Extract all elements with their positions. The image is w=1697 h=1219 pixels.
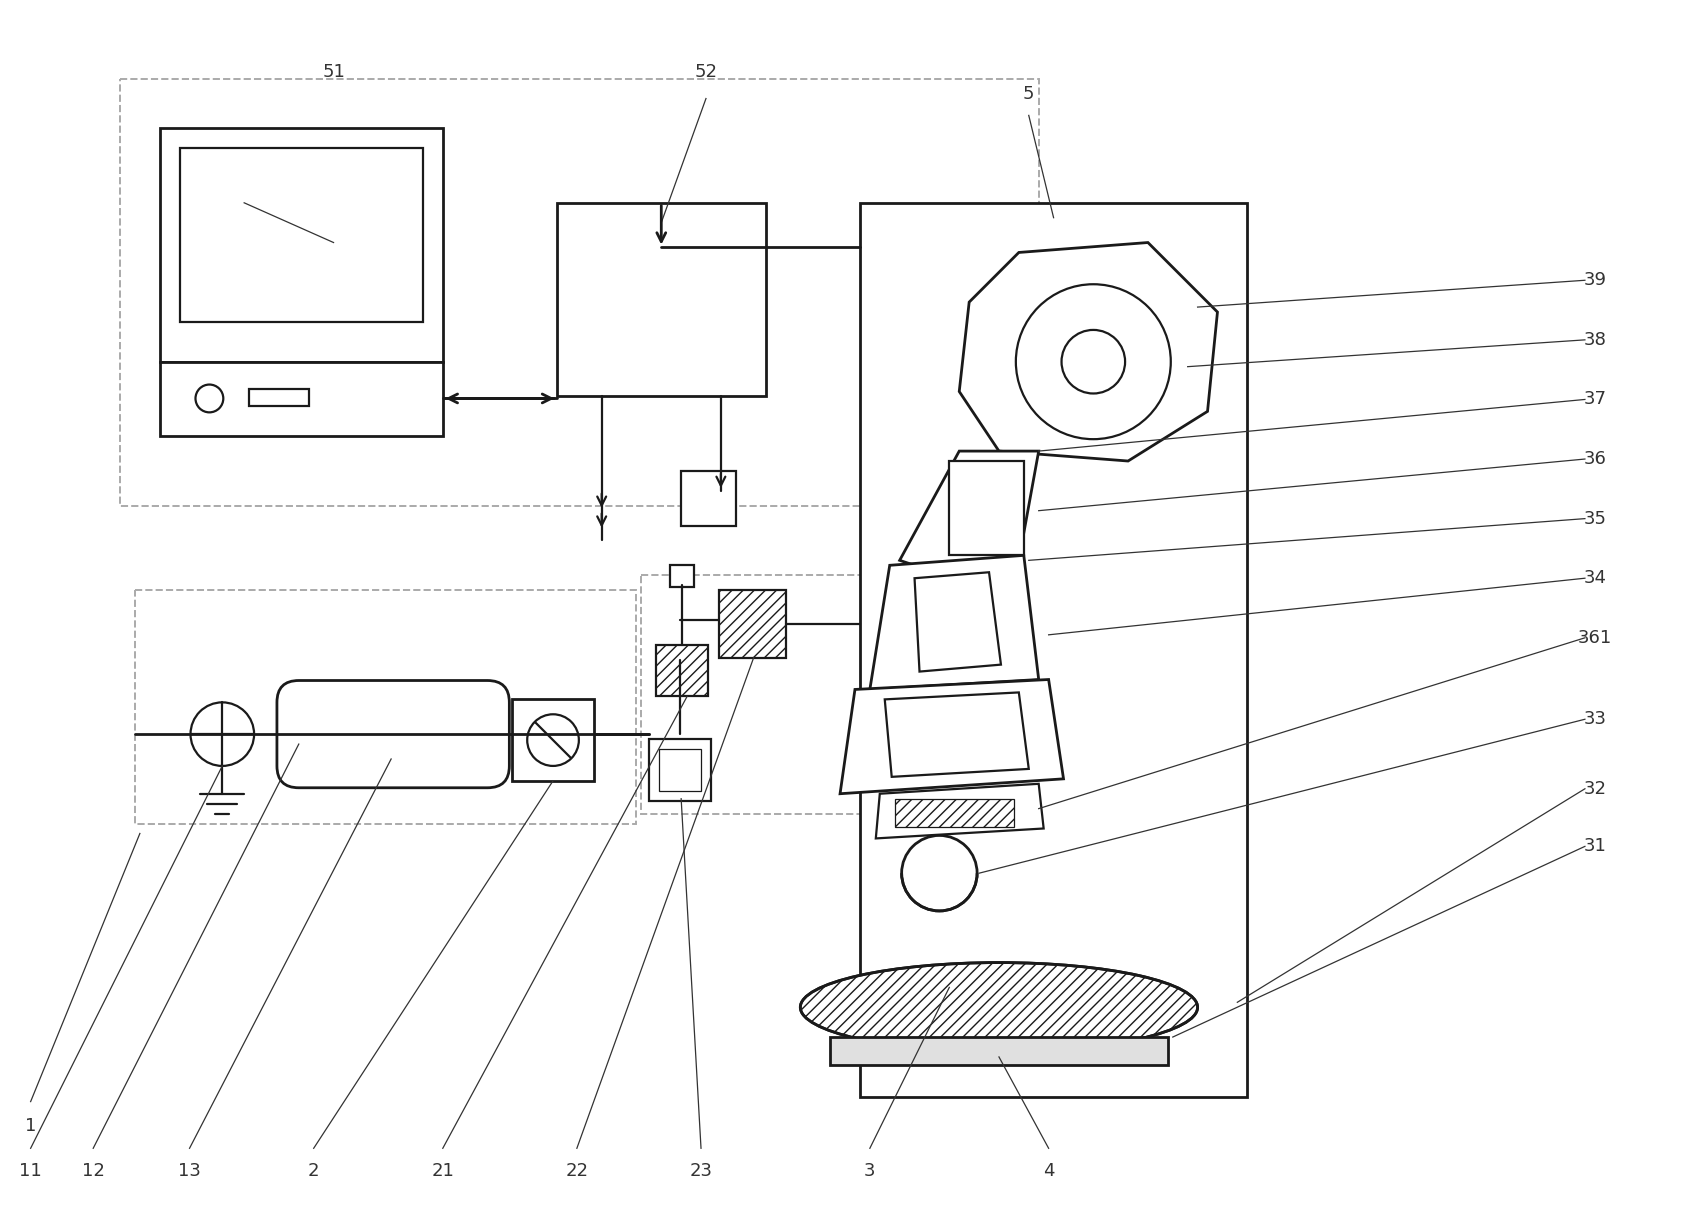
Bar <box>512 700 594 781</box>
Text: 23: 23 <box>689 1162 713 1180</box>
Text: 21: 21 <box>431 1162 455 1180</box>
Polygon shape <box>899 451 1039 570</box>
Polygon shape <box>871 556 1039 690</box>
Text: 38: 38 <box>1583 330 1607 349</box>
Text: 52: 52 <box>694 62 718 80</box>
Text: 35: 35 <box>1583 510 1607 528</box>
Polygon shape <box>884 692 1028 777</box>
Text: 1: 1 <box>25 1118 36 1135</box>
FancyBboxPatch shape <box>277 680 509 787</box>
Text: 36: 36 <box>1583 450 1607 468</box>
Text: 39: 39 <box>1583 272 1607 289</box>
Bar <box>680 471 736 525</box>
Text: 11: 11 <box>19 1162 42 1180</box>
Bar <box>830 1037 1168 1065</box>
Circle shape <box>195 384 224 412</box>
Text: 13: 13 <box>178 1162 200 1180</box>
Bar <box>720 590 786 658</box>
Text: 2: 2 <box>307 1162 319 1180</box>
Bar <box>180 149 423 322</box>
Polygon shape <box>959 243 1217 461</box>
Text: 32: 32 <box>1583 780 1607 797</box>
Bar <box>657 645 708 696</box>
Polygon shape <box>840 679 1064 794</box>
Text: 12: 12 <box>81 1162 105 1180</box>
Bar <box>641 575 876 813</box>
Circle shape <box>1017 284 1171 439</box>
Text: 22: 22 <box>565 1162 589 1180</box>
Text: 31: 31 <box>1583 837 1607 856</box>
Ellipse shape <box>801 963 1198 1052</box>
Bar <box>249 389 309 406</box>
Bar <box>949 461 1023 556</box>
Text: 37: 37 <box>1583 390 1607 408</box>
Circle shape <box>1062 330 1125 394</box>
Circle shape <box>901 835 977 911</box>
Bar <box>650 739 711 801</box>
Text: 34: 34 <box>1583 569 1607 588</box>
Circle shape <box>190 702 255 766</box>
Bar <box>160 128 443 362</box>
Bar <box>660 748 701 791</box>
Bar <box>136 590 636 824</box>
Circle shape <box>528 714 579 766</box>
Text: 3: 3 <box>864 1162 876 1180</box>
Text: 5: 5 <box>1023 84 1035 102</box>
Bar <box>894 798 1013 826</box>
Bar <box>670 566 694 588</box>
Bar <box>557 202 765 396</box>
Bar <box>160 362 443 436</box>
Text: 51: 51 <box>322 62 344 80</box>
Text: 361: 361 <box>1578 629 1612 647</box>
Polygon shape <box>876 784 1044 839</box>
Text: 4: 4 <box>1044 1162 1054 1180</box>
Text: 33: 33 <box>1583 711 1607 728</box>
Bar <box>120 79 1039 506</box>
Bar <box>860 202 1247 1097</box>
Polygon shape <box>915 572 1001 672</box>
